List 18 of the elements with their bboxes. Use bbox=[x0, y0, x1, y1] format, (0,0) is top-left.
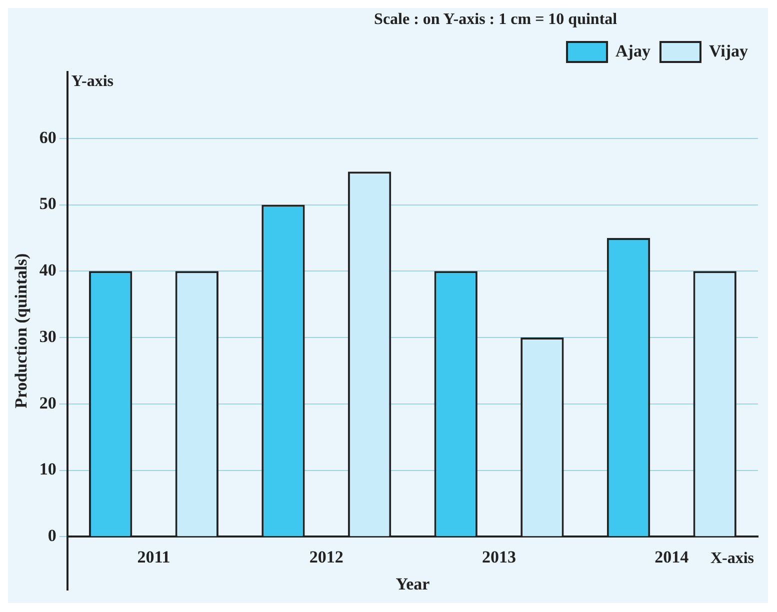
y-tick-label: 40 bbox=[39, 260, 56, 280]
y-tick-label: 20 bbox=[39, 393, 56, 412]
annotation: Y-axis bbox=[71, 73, 114, 90]
x-axis-title: Year bbox=[396, 574, 430, 594]
text: Scale : on Y-axis : 1 cm = 10 quintal bbox=[374, 11, 618, 28]
y-tick-label: 60 bbox=[39, 128, 56, 147]
y-tick-label: 30 bbox=[39, 326, 56, 346]
y-tick-label: 0 bbox=[48, 526, 56, 546]
x-tick-label: 2014 bbox=[654, 547, 690, 566]
x-tick-label: 2011 bbox=[137, 547, 170, 566]
x-tick-label: 2012 bbox=[309, 547, 344, 566]
legend-label: Ajay bbox=[616, 41, 651, 60]
x-tick-label: 2013 bbox=[482, 547, 516, 566]
y-tick-label: 10 bbox=[39, 460, 56, 479]
legend-label: Vijay bbox=[708, 41, 748, 60]
y-axis-title: Production (quintals) bbox=[12, 253, 31, 408]
annotation: X-axis bbox=[710, 550, 754, 567]
y-tick-label: 50 bbox=[39, 194, 56, 214]
